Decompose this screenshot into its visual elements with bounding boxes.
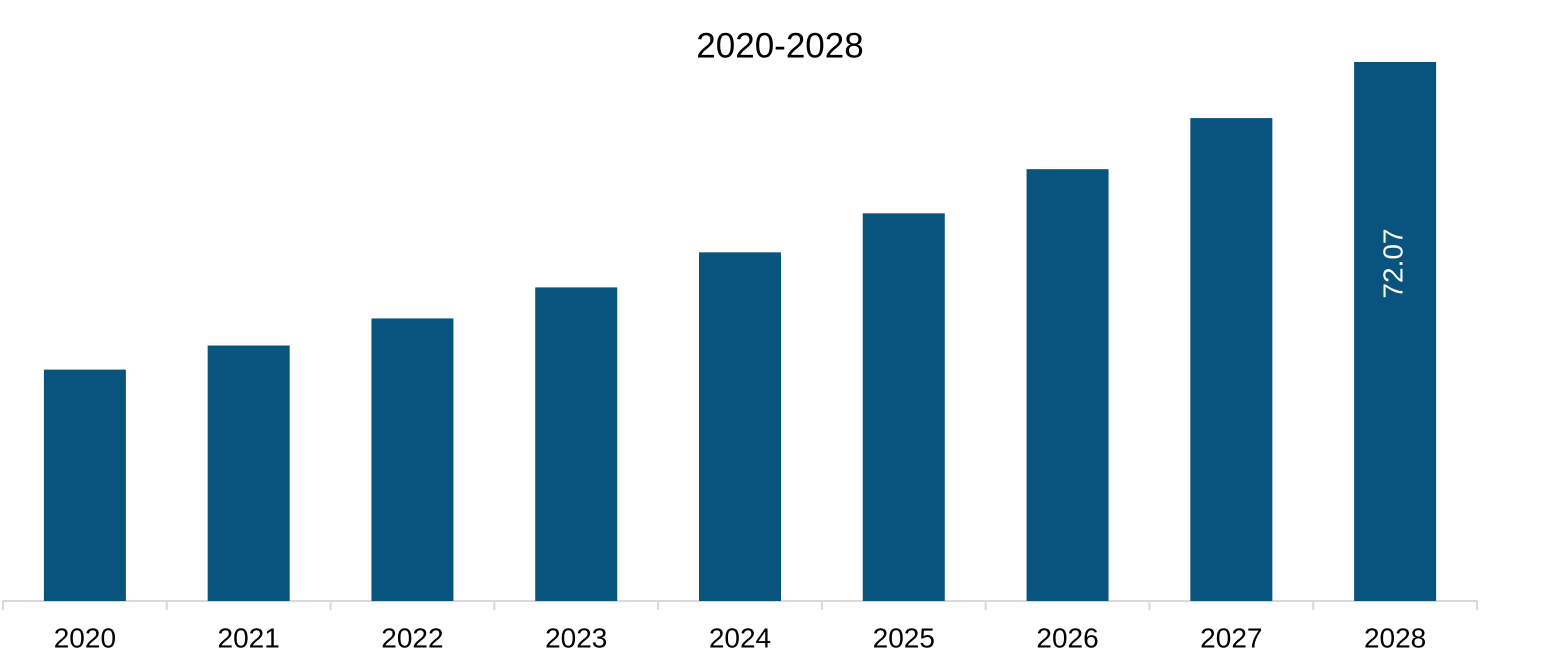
bar bbox=[535, 287, 618, 601]
x-tick-label: 2027 bbox=[1200, 622, 1262, 653]
x-tick-label: 2020 bbox=[54, 622, 116, 653]
bar bbox=[1354, 62, 1437, 601]
x-tick-label: 2025 bbox=[873, 622, 935, 653]
x-tick-label: 2021 bbox=[218, 622, 280, 653]
bar bbox=[862, 213, 945, 601]
bar bbox=[1190, 118, 1273, 601]
x-tick-label: 2026 bbox=[1036, 622, 1098, 653]
x-tick-label: 2022 bbox=[381, 622, 443, 653]
bar bbox=[207, 345, 290, 601]
bar bbox=[699, 252, 781, 601]
x-tick-label: 2024 bbox=[709, 622, 771, 653]
x-tick-label: 2023 bbox=[545, 622, 607, 653]
chart-title: 2020-2028 bbox=[696, 26, 863, 65]
value-label: 72.07 bbox=[1378, 228, 1409, 298]
x-tick-label: 2028 bbox=[1364, 622, 1426, 653]
bar bbox=[1026, 169, 1109, 601]
bar bbox=[43, 369, 126, 601]
bar bbox=[371, 318, 454, 601]
